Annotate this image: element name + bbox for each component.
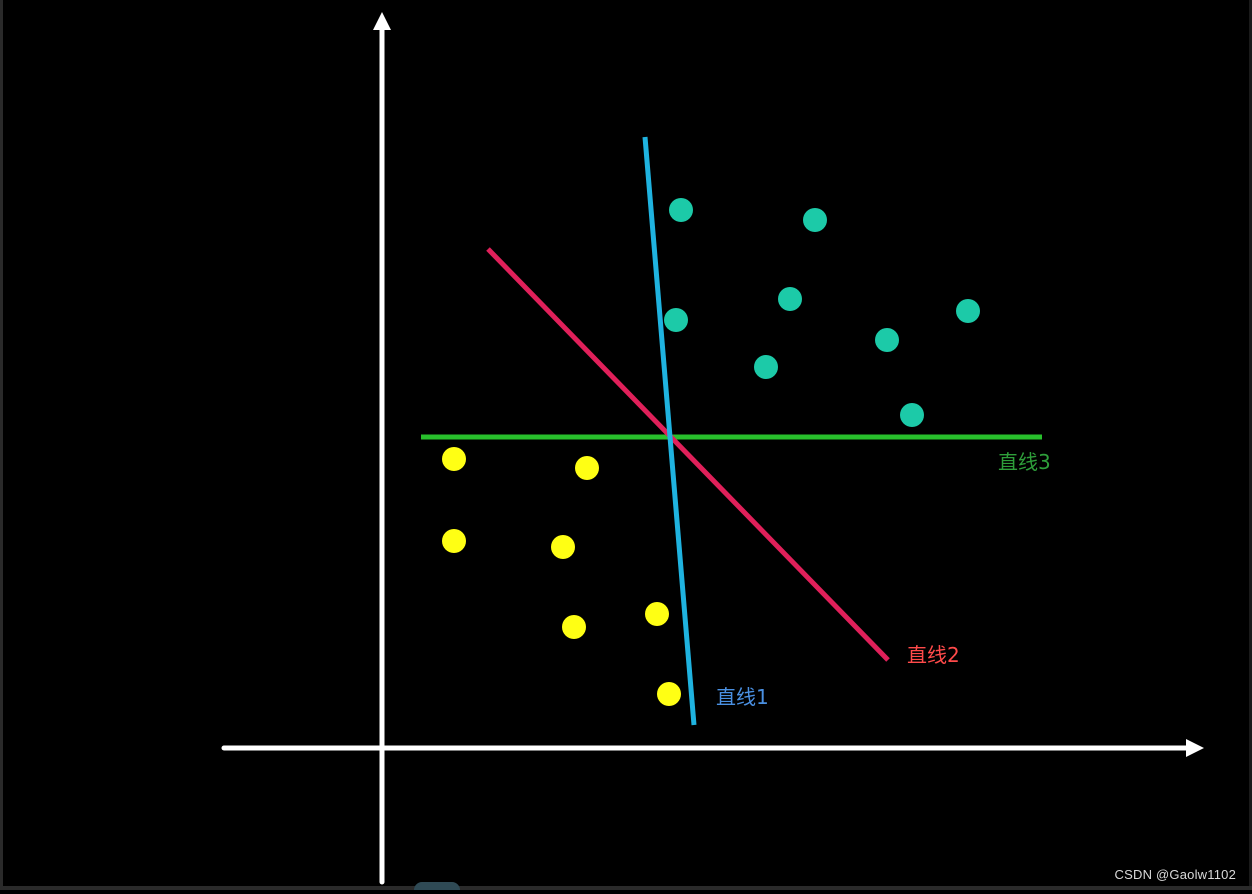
class-a-point xyxy=(900,403,924,427)
axes xyxy=(221,12,1204,885)
line-1 xyxy=(642,136,697,726)
class-b-point xyxy=(551,535,575,559)
bottom-frame-edge xyxy=(0,886,1252,890)
watermark: CSDN @Gaolw1102 xyxy=(1114,867,1236,882)
separating-lines xyxy=(421,136,1042,726)
class-b-point xyxy=(442,447,466,471)
line-2 xyxy=(486,247,890,662)
class-b-points xyxy=(442,447,681,706)
class-b-point xyxy=(575,456,599,480)
right-frame-edge xyxy=(1249,0,1252,890)
class-a-points xyxy=(664,198,980,427)
line-3-label: 直线3 xyxy=(998,450,1051,474)
class-a-point xyxy=(754,355,778,379)
line-1-label: 直线1 xyxy=(716,685,769,709)
class-b-point xyxy=(442,529,466,553)
class-a-point xyxy=(664,308,688,332)
line-2-label: 直线2 xyxy=(907,643,960,667)
class-a-point xyxy=(778,287,802,311)
class-a-point xyxy=(875,328,899,352)
class-b-point xyxy=(562,615,586,639)
class-b-point xyxy=(657,682,681,706)
y-axis-arrowhead xyxy=(373,12,391,30)
class-a-point xyxy=(956,299,980,323)
left-frame-edge xyxy=(0,0,3,890)
class-b-point xyxy=(645,602,669,626)
class-a-point xyxy=(669,198,693,222)
x-axis-arrowhead xyxy=(1186,739,1204,757)
class-a-point xyxy=(803,208,827,232)
line-labels: 直线1 直线2 直线3 xyxy=(716,450,1051,709)
cursor-artifact xyxy=(414,882,460,890)
